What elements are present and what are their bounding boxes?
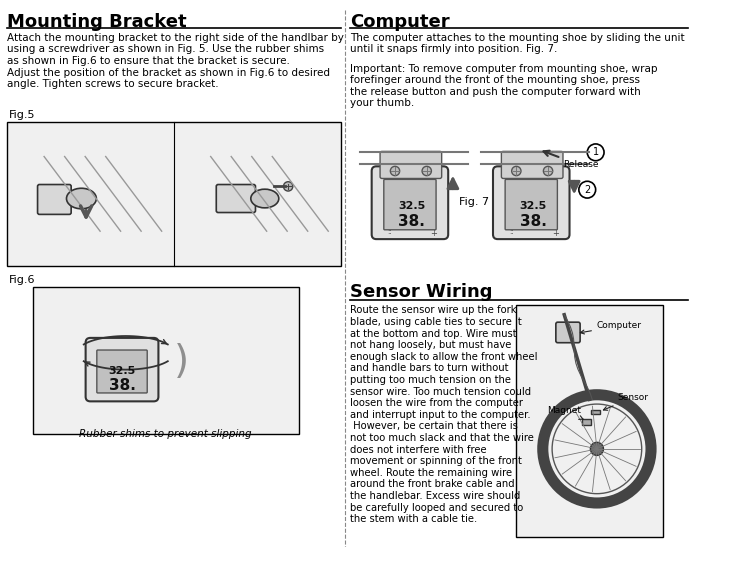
FancyBboxPatch shape [502, 151, 563, 179]
FancyBboxPatch shape [372, 166, 448, 239]
FancyBboxPatch shape [97, 350, 147, 393]
Text: 38.: 38. [519, 214, 547, 229]
Ellipse shape [66, 188, 97, 209]
Text: 38.: 38. [398, 214, 425, 229]
Text: Route the sensor wire up the fork
blade, using cable ties to secure it
at the bo: Route the sensor wire up the fork blade,… [350, 305, 538, 524]
FancyBboxPatch shape [380, 151, 441, 179]
Text: Rubber shims to prevent slipping: Rubber shims to prevent slipping [80, 429, 252, 438]
FancyBboxPatch shape [505, 179, 557, 230]
Bar [7, 122, 340, 266]
Text: 2: 2 [584, 185, 591, 195]
Text: +: + [552, 229, 559, 238]
Text: 32.5: 32.5 [519, 201, 547, 211]
Circle shape [390, 166, 400, 176]
Text: +: + [430, 229, 438, 238]
Bar [582, 419, 591, 425]
Text: Fig.5: Fig.5 [10, 111, 36, 120]
FancyBboxPatch shape [85, 338, 158, 401]
Bar [516, 305, 663, 537]
Text: ::: :: [509, 229, 513, 235]
Text: Computer: Computer [580, 321, 642, 334]
Text: 1: 1 [593, 147, 599, 157]
Bar [33, 287, 299, 434]
FancyBboxPatch shape [38, 184, 71, 214]
Text: Sensor Wiring: Sensor Wiring [350, 283, 493, 301]
Text: 32.5: 32.5 [398, 201, 426, 211]
Text: Fig.6: Fig.6 [10, 275, 36, 285]
Text: Mounting Bracket: Mounting Bracket [7, 13, 187, 31]
Bar [591, 410, 600, 414]
Circle shape [422, 166, 432, 176]
Text: Sensor: Sensor [603, 393, 649, 410]
Text: Magnet: Magnet [548, 406, 583, 419]
Text: 38.: 38. [108, 378, 135, 393]
Circle shape [284, 181, 293, 191]
Circle shape [543, 166, 553, 176]
Text: Important: To remove computer from mounting shoe, wrap
forefinger around the fro: Important: To remove computer from mount… [350, 64, 658, 108]
FancyBboxPatch shape [556, 322, 580, 343]
Text: ): ) [175, 343, 189, 381]
Circle shape [591, 442, 603, 456]
Circle shape [512, 166, 521, 176]
Text: ::: :: [388, 229, 392, 235]
Text: Computer: Computer [350, 13, 450, 31]
Circle shape [579, 181, 596, 198]
Text: Fig. 7: Fig. 7 [459, 197, 490, 207]
FancyBboxPatch shape [216, 184, 256, 213]
Text: Release: Release [563, 160, 598, 169]
FancyBboxPatch shape [384, 179, 436, 230]
FancyBboxPatch shape [493, 166, 570, 239]
Ellipse shape [251, 189, 279, 208]
Text: Attach the mounting bracket to the right side of the handlbar by
using a screwdr: Attach the mounting bracket to the right… [7, 33, 344, 89]
Circle shape [587, 144, 604, 161]
Text: The computer attaches to the mounting shoe by sliding the unit
until it snaps fi: The computer attaches to the mounting sh… [350, 33, 685, 55]
Text: 32.5: 32.5 [108, 366, 136, 376]
